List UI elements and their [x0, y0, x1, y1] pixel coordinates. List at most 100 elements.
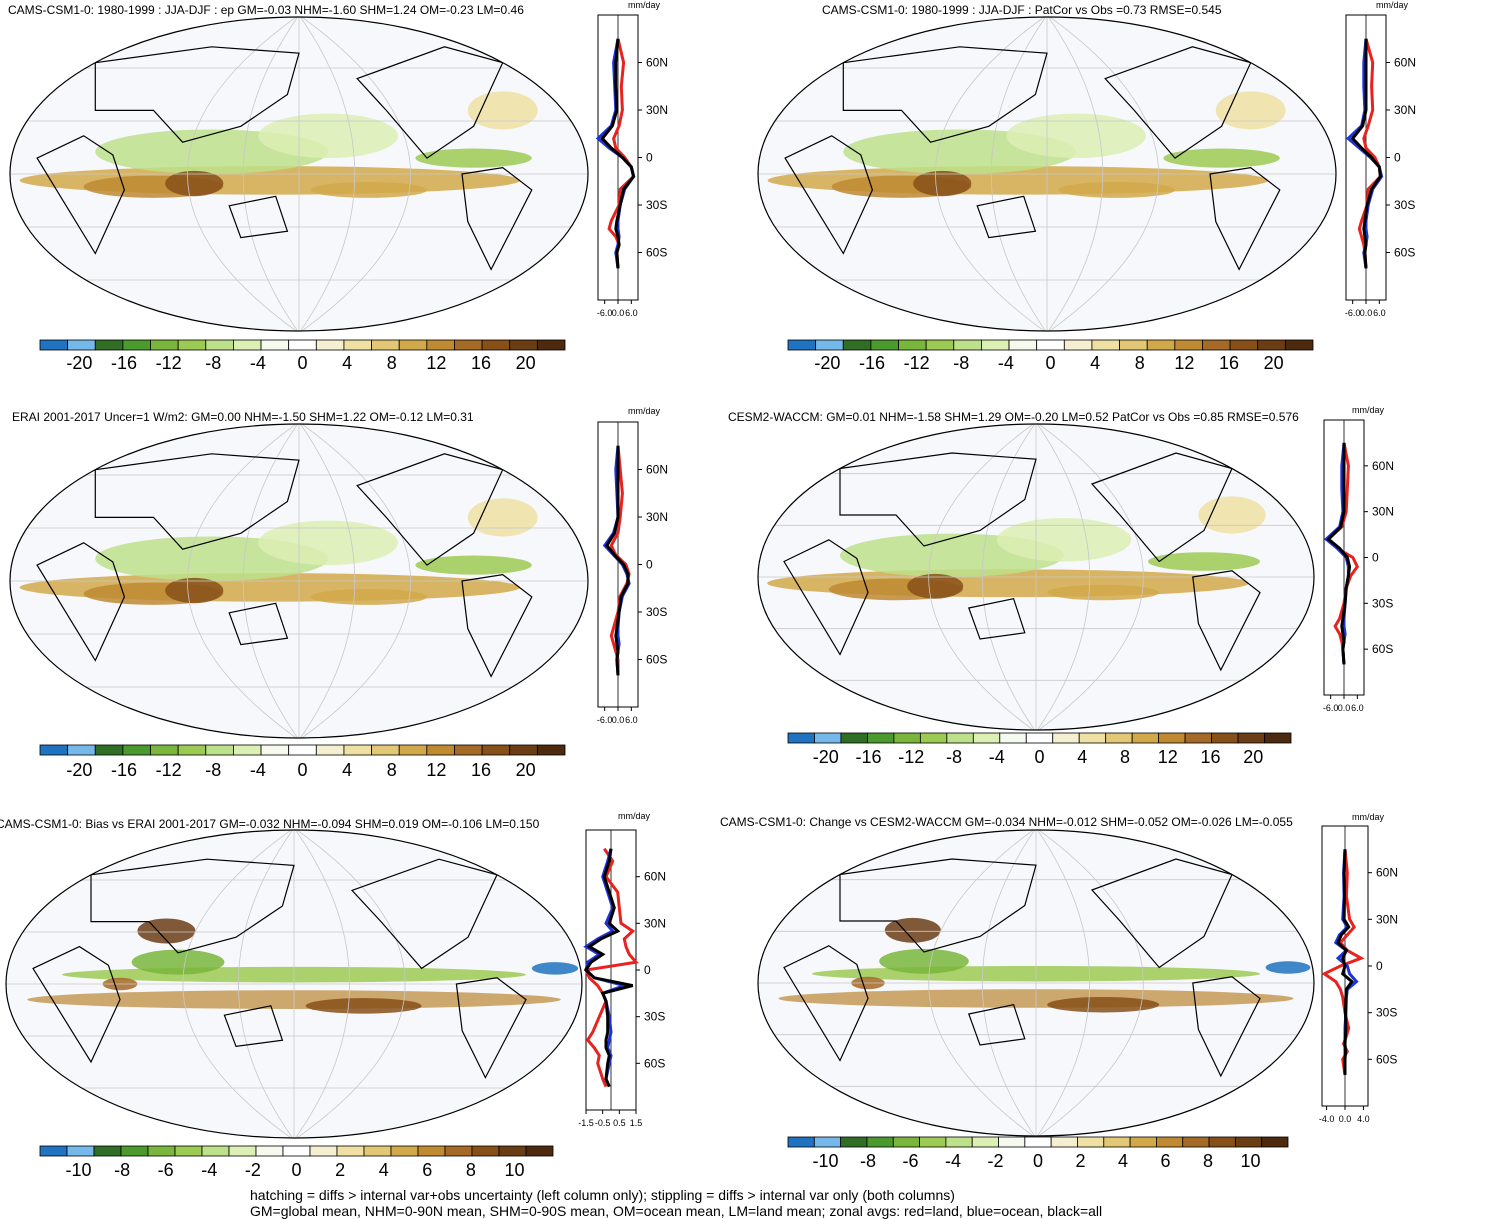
x-tick-label: 0.0 — [1339, 1114, 1352, 1124]
lat-tick-label: 30S — [1394, 198, 1415, 212]
colorbar-swatch — [525, 1145, 554, 1157]
colorbar-swatch — [1229, 339, 1259, 351]
colorbar — [39, 1145, 554, 1157]
colorbar-tick-label: 4 — [342, 760, 353, 780]
map-border — [757, 423, 1315, 731]
x-tick-label: 0.5 — [613, 1118, 626, 1128]
coastline — [223, 1005, 284, 1048]
colorbar-tick-label: -20 — [814, 353, 841, 373]
coastline — [356, 453, 504, 566]
field-anomaly — [1148, 552, 1260, 571]
colorbar-swatch — [233, 744, 262, 756]
colorbar-swatch — [471, 1145, 500, 1157]
colorbar-swatch — [1174, 339, 1203, 351]
colorbar-tick-label: 8 — [465, 1160, 476, 1180]
colorbar-swatch — [288, 744, 317, 756]
map-border — [757, 829, 1315, 1137]
map-field — [6, 830, 582, 1138]
zonal-average-plot: 60N 30N 0 30S 60S -4.0 0.0 4.0 — [1319, 825, 1398, 1124]
colorbar-swatch — [1024, 1136, 1052, 1148]
colorbar-swatch — [150, 744, 179, 756]
colorbar-swatch — [260, 744, 290, 756]
colorbar-swatch — [93, 1145, 122, 1157]
colorbar-tick-label: 4 — [378, 1160, 389, 1180]
lat-tick-label: 60N — [644, 870, 666, 884]
lat-tick-label: 0 — [646, 151, 653, 165]
colorbar-tick-label: -12 — [898, 747, 925, 767]
lat-tick-label: 60S — [1394, 246, 1415, 260]
field-anomaly — [1198, 496, 1266, 534]
colorbar-swatch — [205, 744, 234, 756]
colorbar-tick-label: -6 — [157, 1160, 174, 1180]
colorbar-swatch — [67, 744, 96, 756]
x-tick-label: 1.5 — [630, 1118, 643, 1128]
colorbar-swatch — [398, 339, 428, 351]
colorbar-swatch — [177, 744, 207, 756]
colorbar-swatch — [1025, 732, 1054, 744]
lat-tick-label: 30N — [1372, 505, 1394, 519]
coastline — [356, 46, 504, 159]
colorbar-tick-label: 16 — [470, 353, 492, 373]
coastline — [839, 858, 1037, 953]
lat-tick-label: 60N — [1376, 866, 1398, 880]
colorbar-tick-label: -12 — [155, 760, 182, 780]
colorbar-tick-label: 4 — [1117, 1151, 1129, 1171]
field-anomaly — [1047, 996, 1160, 1013]
x-tick-label: -1.5 — [578, 1118, 594, 1128]
world-map — [9, 16, 589, 332]
field-anomaly — [310, 588, 428, 605]
colorbar-swatch — [39, 1145, 68, 1157]
coastline — [94, 453, 300, 550]
colorbar-swatch — [336, 1145, 365, 1157]
x-tick-label: 0.0 — [612, 308, 625, 318]
colorbar-tick-label: -20 — [66, 760, 93, 780]
colorbar-swatch — [1257, 339, 1286, 351]
colorbar-swatch — [998, 1136, 1026, 1148]
graticule — [1046, 17, 1159, 331]
field-anomaly — [467, 91, 538, 130]
colorbar-swatch — [343, 744, 372, 756]
colorbar-swatch — [67, 339, 96, 351]
lat-tick-label: 60S — [646, 653, 667, 667]
colorbar-tick-label: -16 — [110, 760, 138, 780]
panel-title: ERAI 2001-2017 Uncer=1 W/m2: GM=0.00 NHM… — [12, 410, 474, 424]
colorbar-swatch — [1184, 732, 1212, 744]
graticule — [298, 17, 356, 331]
colorbar-tick-label: 16 — [1200, 747, 1221, 767]
colorbar-tick-label: -4 — [944, 1151, 962, 1171]
coastline — [1104, 46, 1252, 159]
field-anomaly — [131, 949, 225, 975]
colorbar-tick-label: -8 — [114, 1160, 131, 1180]
field-anomaly — [996, 518, 1132, 562]
colorbar-swatch — [309, 1145, 338, 1157]
graticule — [935, 17, 1048, 331]
colorbar — [39, 339, 566, 351]
colorbar-swatch — [953, 339, 982, 351]
graticule — [1035, 424, 1144, 730]
zonal-average-plot: 60N 30N 0 30S 60S -6.0 0.0 6.0 — [1345, 14, 1416, 318]
colorbar-tick-label: 20 — [1263, 353, 1284, 373]
zonal-series-line — [600, 38, 636, 269]
colorbar-tick-label: 16 — [470, 760, 492, 780]
colorbar-swatch — [498, 1145, 527, 1157]
zonal-series-line — [583, 847, 639, 1088]
colorbar-tick-label: -8 — [945, 747, 962, 767]
colorbar-swatch — [398, 744, 428, 756]
graticule — [1035, 424, 1090, 730]
colorbar-swatch — [1103, 1136, 1131, 1148]
zonal-average-plot: 60N 30N 0 30S 60S -1.5 -0.5 0.5 1.5 — [578, 829, 666, 1128]
map-border — [9, 16, 589, 332]
colorbar-swatch — [205, 339, 234, 351]
colorbar-tick-label: 6 — [422, 1160, 433, 1180]
colorbar-labels: -20 -16 -12 -8 -4 0 4 8 12 16 20 — [40, 760, 565, 784]
colorbar-swatch — [893, 732, 921, 744]
lat-tick-label: 60N — [1372, 459, 1394, 473]
colorbar-swatch — [981, 339, 1010, 351]
colorbar-tick-label: -20 — [812, 747, 839, 767]
coastline — [1192, 976, 1261, 1078]
colorbar-swatch — [867, 732, 895, 744]
zonal-average-plot: 60N 30N 0 30S 60S -6.0 0.0 6.0 — [1323, 419, 1394, 713]
colorbar-swatch — [66, 1145, 95, 1157]
coastline — [968, 1004, 1026, 1046]
colorbar-tick-label: 4 — [1090, 353, 1101, 373]
